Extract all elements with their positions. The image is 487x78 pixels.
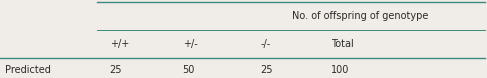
Text: +/+: +/+ xyxy=(110,39,129,49)
Text: No. of offspring of genotype: No. of offspring of genotype xyxy=(292,11,429,21)
Text: Total: Total xyxy=(331,39,354,49)
Text: 25: 25 xyxy=(110,65,122,75)
Text: +/-: +/- xyxy=(183,39,197,49)
Text: -/-: -/- xyxy=(261,39,271,49)
Text: 50: 50 xyxy=(183,65,195,75)
Text: 25: 25 xyxy=(261,65,273,75)
Text: 100: 100 xyxy=(331,65,350,75)
Text: Predicted: Predicted xyxy=(5,65,51,75)
